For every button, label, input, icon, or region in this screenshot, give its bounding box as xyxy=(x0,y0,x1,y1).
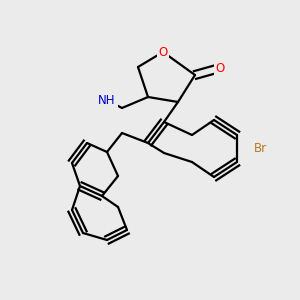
Text: Br: Br xyxy=(254,142,267,154)
Text: O: O xyxy=(158,46,168,59)
Text: NH: NH xyxy=(98,94,116,106)
Text: O: O xyxy=(215,61,225,74)
